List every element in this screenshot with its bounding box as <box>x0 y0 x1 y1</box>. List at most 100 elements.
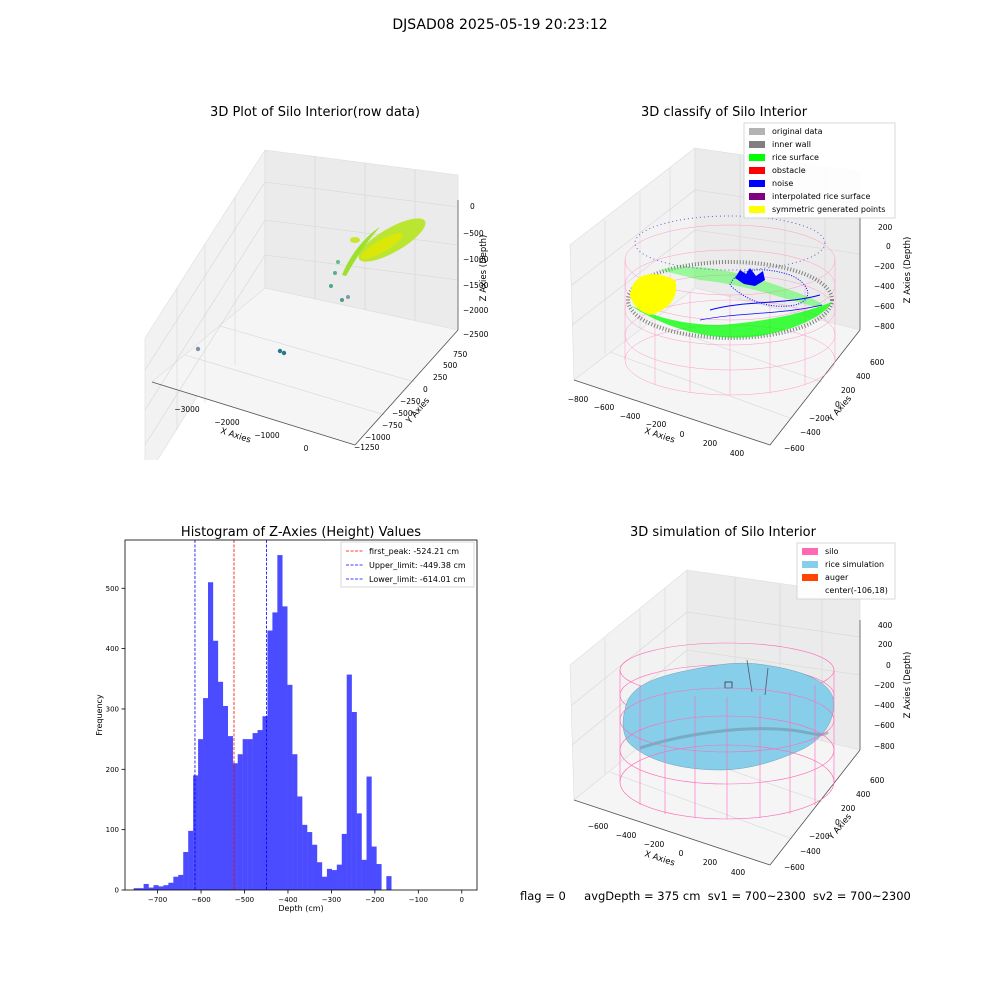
histogram-bar <box>331 870 338 890</box>
legend-first-peak: first_peak: -524.21 cm <box>369 547 459 556</box>
legend-swatch-rice-simulation <box>802 561 818 568</box>
histogram-bar <box>198 739 204 890</box>
x-tick-label: 0 <box>460 896 464 904</box>
legend-swatch-symmetric-generated-points <box>749 206 765 213</box>
simulation-panel-title: 3D simulation of Silo Interior <box>630 525 817 540</box>
svg-text:600: 600 <box>870 358 885 367</box>
svg-text:400: 400 <box>856 372 871 381</box>
x-tick-label: −500 <box>235 896 254 904</box>
legend-upper-limit: Upper_limit: -449.38 cm <box>369 561 466 570</box>
histogram-bar <box>138 888 144 890</box>
svg-text:200: 200 <box>878 640 893 649</box>
raw-data-3d-panel: 3D Plot of Silo Interior(row data) <box>144 105 489 460</box>
svg-text:−400: −400 <box>800 428 821 437</box>
histogram-bar <box>307 832 313 890</box>
classify-ytick-labels: 600 400 2000 −200 −400 −600 <box>784 358 885 453</box>
raw-x-axis-label: X Axies <box>219 426 252 445</box>
sv1-text: sv1 = 700~2300 <box>707 889 806 903</box>
histogram-bar <box>232 763 238 890</box>
raw-ytick-labels: 750 500 250 0 −250 −500 −750 −1000 −1250 <box>354 350 468 452</box>
svg-text:−200: −200 <box>809 832 830 841</box>
simulation-legend: silo rice simulation auger center(-106,1… <box>796 542 896 600</box>
svg-text:600: 600 <box>870 776 885 785</box>
histogram-y-ticks: 0 100 200 300 400 500 <box>106 585 125 895</box>
legend-swatch-interpolated-rice-surface <box>749 193 765 200</box>
histogram-bar <box>267 630 273 890</box>
svg-text:−400: −400 <box>800 847 821 856</box>
classify-xtick-labels: −800 −600 −400 −200 0 200 400 <box>568 395 745 458</box>
svg-text:0: 0 <box>835 400 840 409</box>
svg-text:−600: −600 <box>874 302 895 311</box>
svg-text:−800: −800 <box>874 742 895 751</box>
histogram-bar <box>297 796 303 890</box>
svg-text:−800: −800 <box>568 395 589 404</box>
status-footer: flag = 0 avgDepth = 375 cm sv1 = 700~230… <box>520 889 911 903</box>
histogram-bar <box>341 833 347 890</box>
histogram-bar <box>321 876 328 890</box>
legend-swatch-obstacle <box>749 167 765 174</box>
svg-text:−200: −200 <box>874 681 895 690</box>
x-tick-label: −700 <box>148 896 167 904</box>
simulation-rice-fold <box>639 727 830 750</box>
svg-text:0: 0 <box>886 661 891 670</box>
histogram-bar <box>371 846 377 890</box>
histogram-bar <box>173 876 179 890</box>
histogram-bar <box>158 886 164 890</box>
svg-text:−400: −400 <box>874 701 895 710</box>
svg-text:−1500: −1500 <box>463 281 489 290</box>
histogram-legend: first_peak: -524.21 cm Upper_limit: -449… <box>340 541 475 588</box>
histogram-bar <box>212 640 219 890</box>
x-tick-label: −100 <box>409 896 428 904</box>
histogram-bar <box>302 824 308 890</box>
histogram-bar <box>287 684 293 890</box>
svg-text:400: 400 <box>730 449 745 458</box>
svg-text:−3000: −3000 <box>174 405 200 414</box>
legend-swatch-inner-wall <box>749 141 765 148</box>
histogram-bar <box>237 754 243 890</box>
svg-text:−200: −200 <box>874 262 895 271</box>
y-tick-label: 200 <box>106 766 119 774</box>
svg-text:200: 200 <box>841 804 856 813</box>
classify-z-axis-label: Z Axies (Depth) <box>903 237 913 304</box>
legend-label-obstacle: obstacle <box>772 166 806 175</box>
legend-swatch-noise <box>749 180 765 187</box>
svg-text:750: 750 <box>453 350 468 359</box>
svg-text:−500: −500 <box>463 229 484 238</box>
histogram-bar <box>227 736 233 890</box>
histogram-bar <box>257 730 263 890</box>
histogram-bar <box>193 775 199 890</box>
x-tick-label: −600 <box>191 896 210 904</box>
svg-text:200: 200 <box>703 439 718 448</box>
histogram-bar <box>252 733 258 890</box>
simulation-3d-panel: 3D simulation of Silo Interior <box>569 525 913 877</box>
histogram-x-axis-label: Depth (cm) <box>278 904 323 913</box>
svg-text:0: 0 <box>470 202 475 211</box>
classify-point-cloud <box>626 215 834 340</box>
simulation-ytick-labels: 600 400 2000 −200 −400 −600 <box>784 776 885 872</box>
histogram-bar <box>153 885 159 890</box>
classify-y-axis-label: Y Axies <box>826 394 854 425</box>
classify-silo-wireframe <box>624 224 836 396</box>
histogram-bar <box>262 716 268 890</box>
svg-text:−200: −200 <box>644 840 665 849</box>
classify-panel-title: 3D classify of Silo Interior <box>641 105 808 120</box>
histogram-bar <box>168 882 174 890</box>
svg-text:−400: −400 <box>616 831 637 840</box>
svg-text:−1000: −1000 <box>463 255 489 264</box>
raw-xtick-labels: −3000 −2000 −1000 0 <box>174 405 308 453</box>
y-tick-label: 400 <box>106 645 119 653</box>
sv2-text: sv2 = 700~2300 <box>812 889 911 903</box>
svg-text:400: 400 <box>856 790 871 799</box>
svg-text:−2500: −2500 <box>463 330 489 339</box>
simulation-x-axis-label: X Axies <box>643 849 676 868</box>
simulation-xtick-labels: −600 −400 −200 0 200 400 <box>588 822 746 877</box>
histogram-bar <box>133 888 139 890</box>
histogram-bar <box>366 776 372 890</box>
simulation-silo-wireframe-front <box>619 670 835 820</box>
legend-swatch-auger <box>802 574 818 581</box>
y-tick-label: 500 <box>106 585 119 593</box>
svg-text:400: 400 <box>878 621 893 630</box>
histogram-x-ticks: −700 −600 −500 −400 −300 −200 −100 0 <box>148 890 464 904</box>
svg-text:−500: −500 <box>392 409 413 418</box>
